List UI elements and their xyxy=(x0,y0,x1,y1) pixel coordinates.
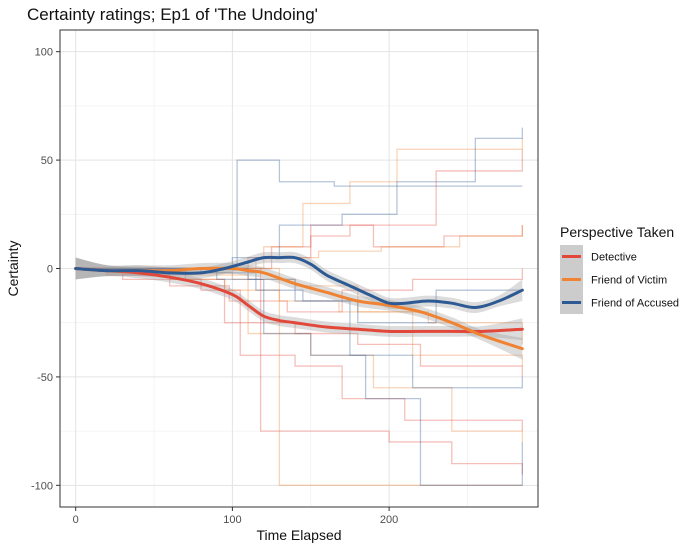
legend-label: Detective xyxy=(591,252,637,264)
confidence-ribbon xyxy=(75,251,523,313)
chart-title: Certainty ratings; Ep1 of 'The Undoing' xyxy=(27,5,318,24)
series-line xyxy=(74,255,524,310)
x-tick-label: 200 xyxy=(380,514,398,526)
x-tick-label: 0 xyxy=(73,514,79,526)
legend-label: Friend of Victim xyxy=(591,275,667,287)
y-tick-label: 0 xyxy=(47,264,53,276)
legend-label: Friend of Accused xyxy=(591,298,679,310)
individual-trace xyxy=(75,267,523,486)
confidence-ribbon xyxy=(75,257,523,341)
y-tick-label: 100 xyxy=(35,47,53,59)
x-tick-label: 100 xyxy=(223,514,241,526)
legend-title: Perspective Taken xyxy=(560,224,674,240)
y-tick-label: -50 xyxy=(37,372,53,384)
y-tick-label: -100 xyxy=(31,480,53,492)
confidence-ribbon xyxy=(75,257,523,360)
individual-trace xyxy=(75,267,523,432)
y-tick-label: 50 xyxy=(41,155,53,167)
y-axis-title: Certainty xyxy=(5,240,21,296)
series-line xyxy=(74,267,524,334)
individual-trace xyxy=(75,267,523,313)
x-axis-title: Time Elapsed xyxy=(256,527,341,543)
